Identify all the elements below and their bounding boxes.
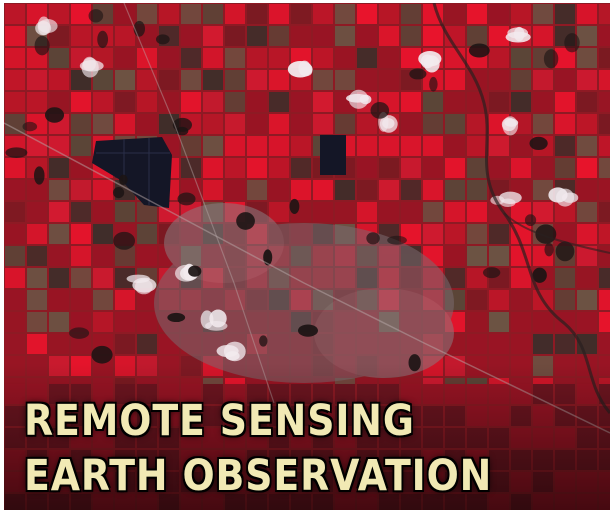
dark-patches: [5, 9, 580, 372]
false-color-terrain: [4, 3, 610, 510]
clouds: [35, 16, 579, 362]
satellite-image: REMOTE SENSING EARTH OBSERVATION: [4, 3, 610, 510]
lake-right: [320, 135, 346, 175]
caption-line-2: EARTH OBSERVATION: [24, 451, 493, 501]
caption-shadow: [4, 363, 610, 510]
lake-left: [92, 137, 172, 208]
caption-line-1: REMOTE SENSING: [24, 396, 415, 446]
